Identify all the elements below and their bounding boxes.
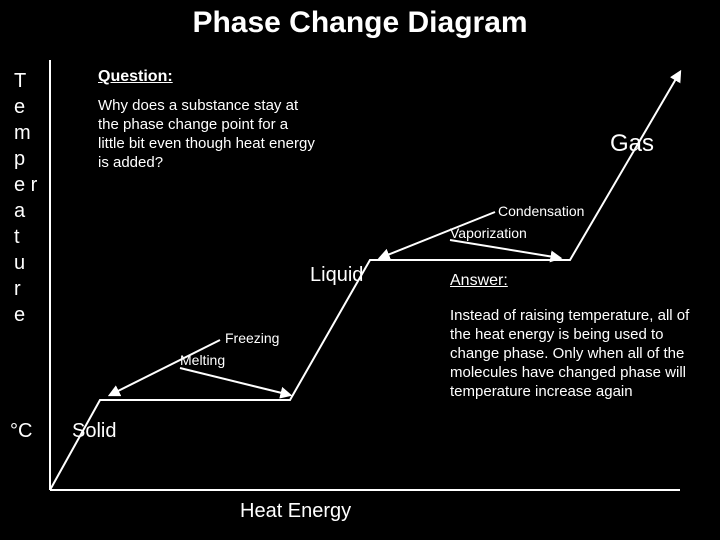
arrow-condensation — [380, 212, 495, 258]
arrow-freezing — [110, 340, 220, 395]
arrow-vaporization — [450, 240, 560, 258]
heating-curve — [50, 72, 680, 490]
arrow-melting — [180, 368, 290, 395]
phase-diagram-svg — [0, 0, 720, 540]
